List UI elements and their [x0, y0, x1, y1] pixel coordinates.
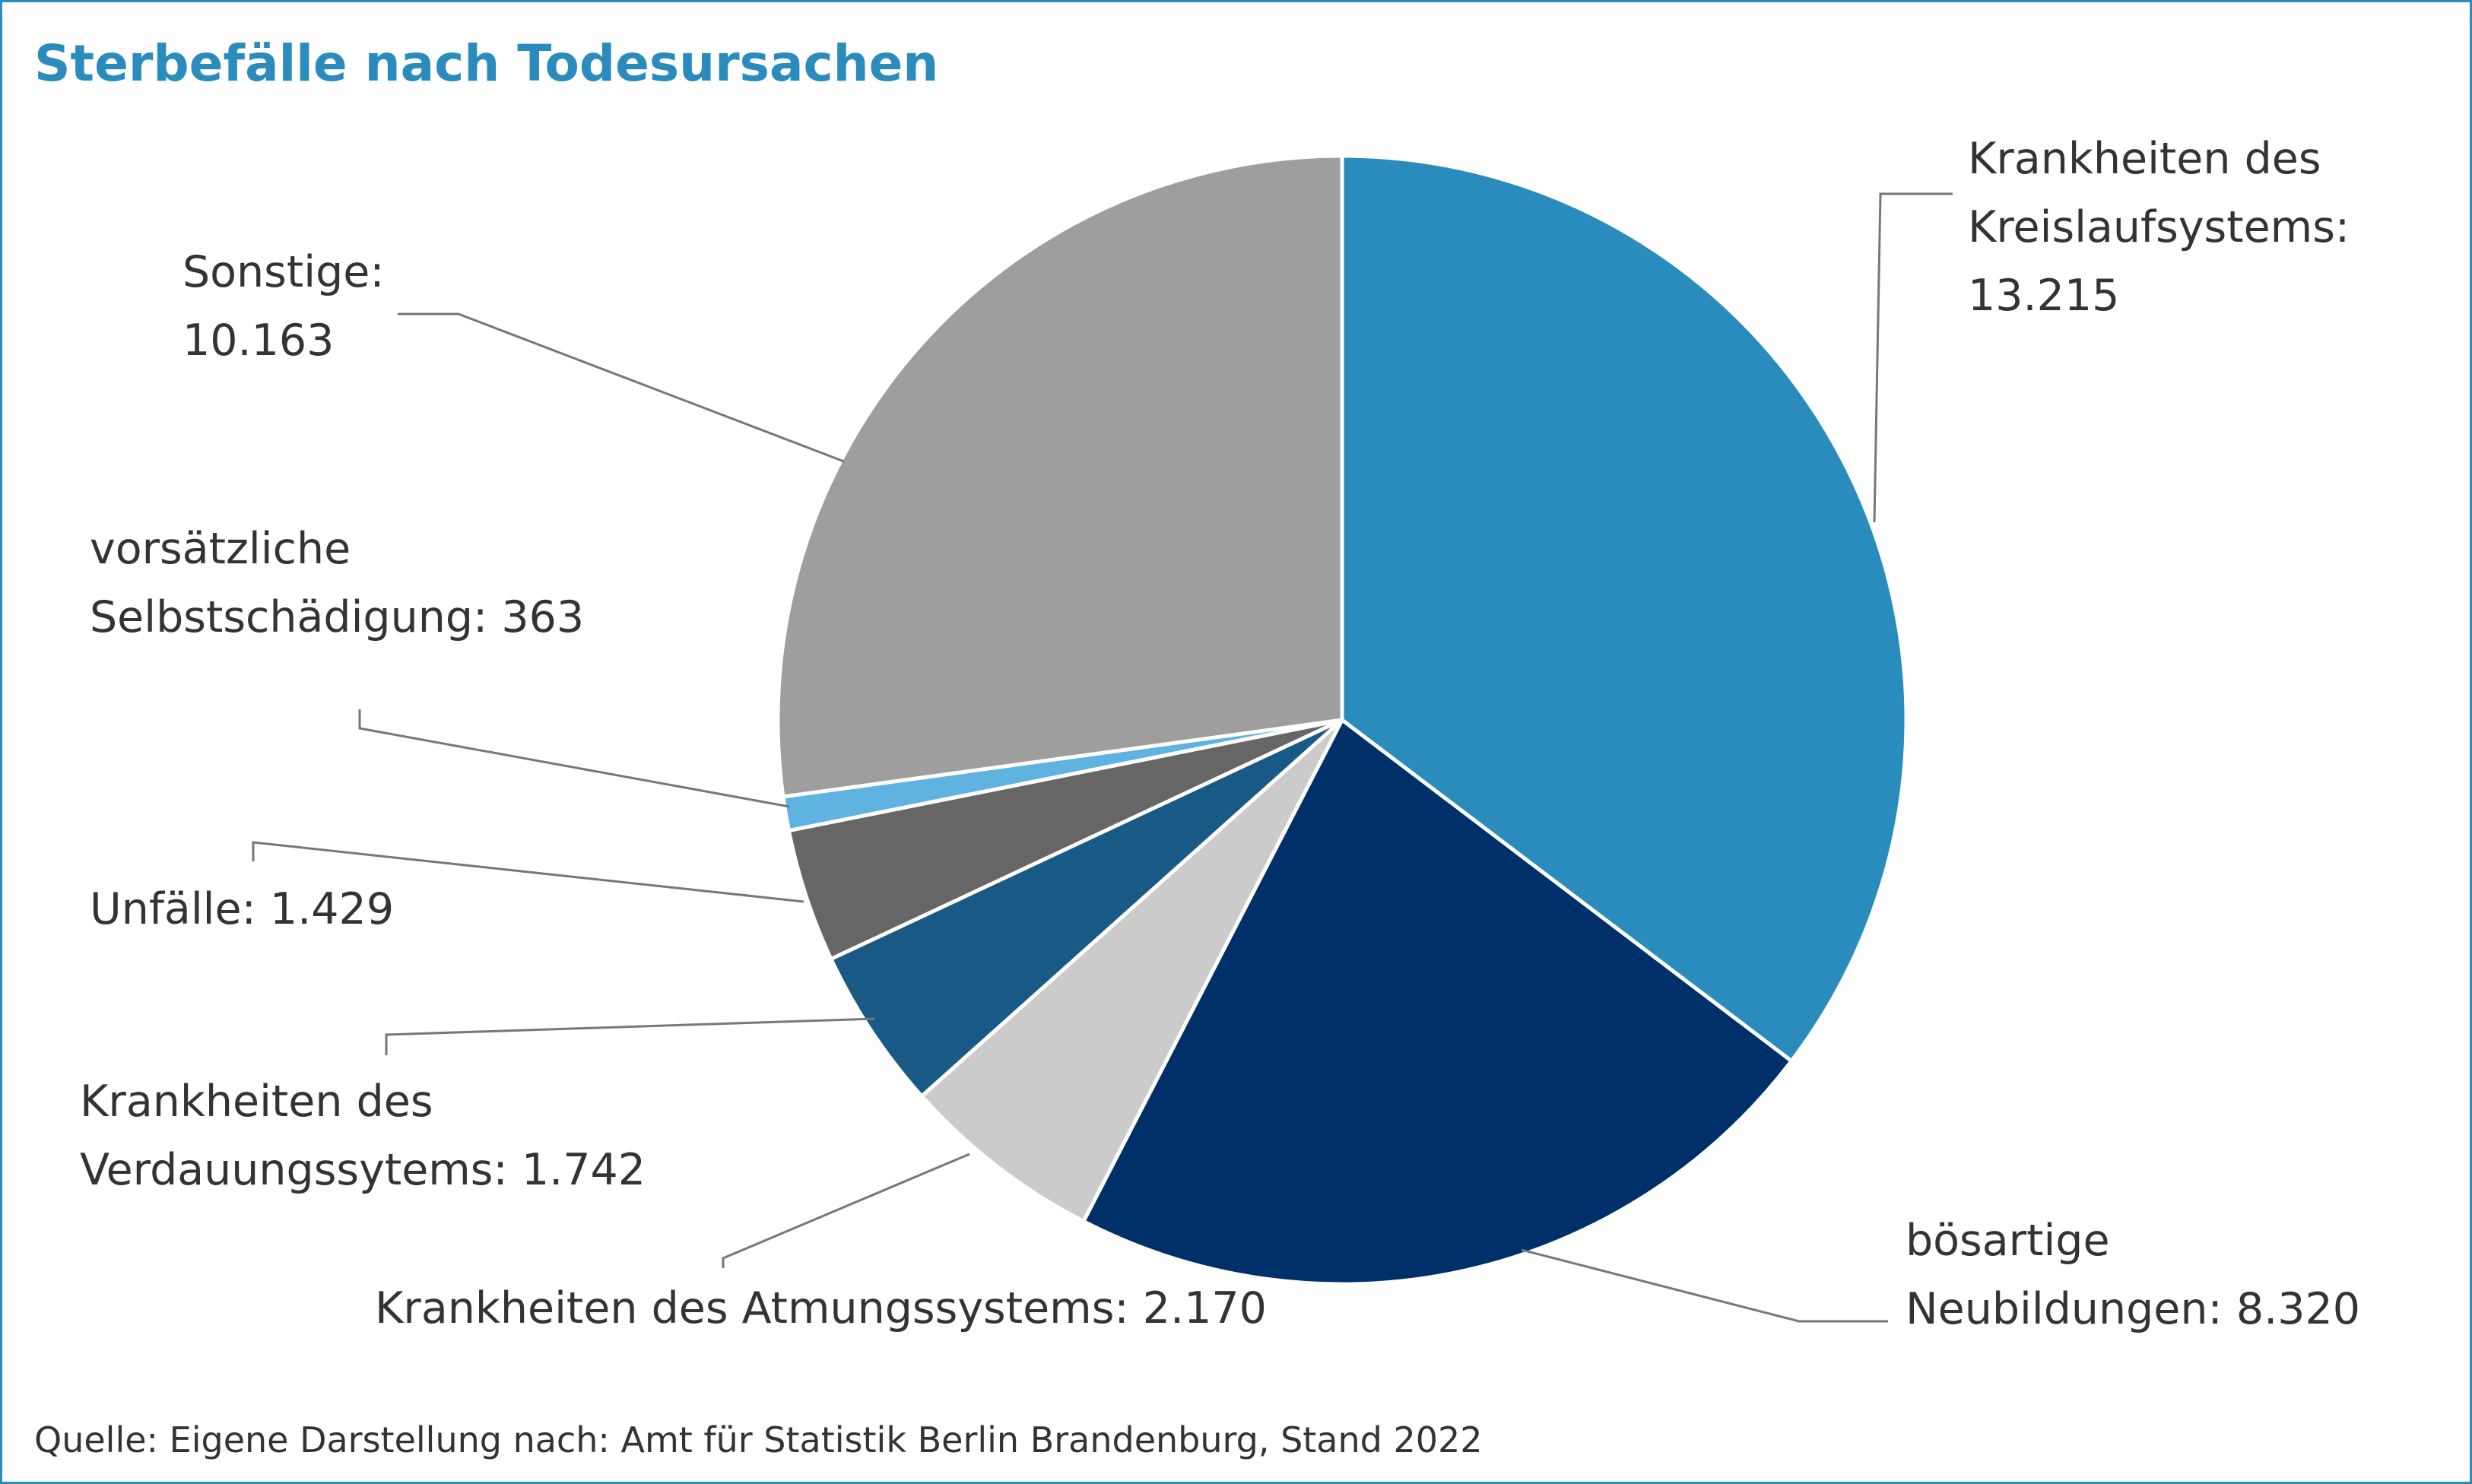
pie-slice-4: [829, 718, 1344, 1099]
slice-label-6: vorsätzliche Selbstschädigung: 363: [90, 524, 584, 642]
slice-label-line: Unfälle: 1.429: [90, 884, 394, 934]
pie-slice-3: [919, 718, 1344, 1223]
leader-line-3: [722, 1153, 970, 1268]
slice-label-line: Selbstschädigung: 363: [90, 592, 584, 642]
leader-line-4: [385, 1017, 875, 1055]
chart-title: Sterbefälle nach Todesursachen: [34, 34, 939, 93]
pie-slice-1: [1340, 154, 1909, 1064]
slice-label-line: Krankheiten des: [1968, 134, 2321, 184]
slice-label-4: Krankheiten des Verdauungssytems: 1.742: [80, 1077, 646, 1195]
leader-line-7: [398, 312, 845, 463]
slice-label-7: Sonstige: 10.163: [182, 247, 385, 366]
slice-label-1: Krankheiten des Kreislaufsystems: 13.215: [1968, 134, 2350, 321]
pie-slice-2: [1081, 718, 1794, 1286]
slice-label-line: 10.163: [182, 316, 334, 366]
slice-label-line: Sonstige:: [182, 247, 385, 297]
slice-label-5: Unfälle: 1.429: [90, 884, 394, 934]
slice-label-line: Neubildungen: 8.320: [1906, 1284, 2360, 1334]
slice-label-line: Krankheiten des: [80, 1077, 433, 1127]
slice-label-line: vorsätzliche: [90, 524, 351, 574]
pie-slice-7: [776, 154, 1344, 799]
leader-line-1: [1873, 192, 1953, 523]
slice-label-3: Krankheiten des Atmungssystems: 2.170: [375, 1283, 1267, 1333]
leader-line-6: [358, 709, 790, 808]
source-note: Quelle: Eigene Darstellung nach: Amt für…: [34, 1419, 1483, 1460]
slice-label-line: bösartige: [1906, 1216, 2110, 1266]
slice-label-line: Kreislaufsystems:: [1968, 202, 2350, 252]
slice-label-line: 13.215: [1968, 271, 2119, 321]
leader-line-5: [252, 841, 804, 903]
slice-label-line: Krankheiten des Atmungssystems: 2.170: [375, 1283, 1267, 1333]
slice-label-2: bösartige Neubildungen: 8.320: [1906, 1216, 2360, 1334]
leader-line-2: [1521, 1248, 1888, 1323]
slice-label-line: Verdauungssytems: 1.742: [80, 1145, 646, 1195]
